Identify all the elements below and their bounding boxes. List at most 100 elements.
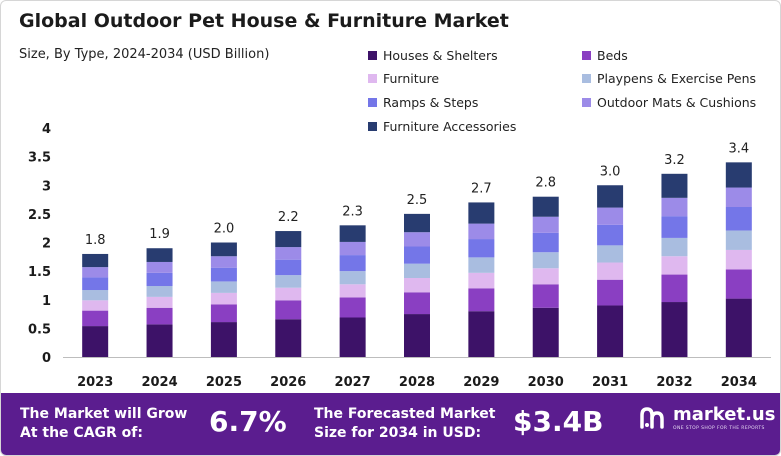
bar-segment-furniture-accessories xyxy=(210,242,237,257)
bar-segment-beds xyxy=(210,304,237,323)
bar-segment-outdoor-mats xyxy=(210,256,237,268)
bar-segment-houses-shelters xyxy=(275,319,302,357)
x-tick-label: 2026 xyxy=(270,375,306,390)
bar-total-label: 1.9 xyxy=(149,227,170,242)
bar-segment-playpens xyxy=(146,286,173,297)
y-tick-label: 0.5 xyxy=(28,322,51,337)
legend-label: Outdoor Mats & Cushions xyxy=(597,95,757,110)
bar-segment-houses-shelters xyxy=(146,324,173,357)
bar-segment-houses-shelters xyxy=(210,322,237,357)
cagr-caption-line2: At the CAGR of: xyxy=(20,425,143,441)
bar-segment-beds xyxy=(468,288,495,312)
bar-segment-beds xyxy=(339,297,366,318)
bar-segment-ramps-steps xyxy=(275,259,302,276)
y-tick-label: 2.5 xyxy=(28,208,51,223)
y-tick-label: 0 xyxy=(42,351,51,366)
bar-segment-playpens xyxy=(82,290,109,301)
bar-segment-outdoor-mats xyxy=(597,207,624,225)
legend-swatch-beds xyxy=(582,51,591,60)
chart-subtitle: Size, By Type, 2024-2034 (USD Billion) xyxy=(19,47,270,62)
bar-segment-ramps-steps xyxy=(146,272,173,287)
cagr-caption-line1: The Market will Grow xyxy=(20,406,188,422)
legend-label: Playpens & Exercise Pens xyxy=(597,71,757,86)
bar-segment-furniture-accessories xyxy=(725,162,752,188)
brand-logo: market.us ONE STOP SHOP FOR THE REPORTS xyxy=(639,405,775,431)
x-tick-label: 2025 xyxy=(206,375,242,390)
bar-segment-outdoor-mats xyxy=(404,232,430,247)
legend-swatch-outdoor-mats xyxy=(582,98,591,107)
brand-name: market.us xyxy=(673,403,776,425)
bar-segment-outdoor-mats xyxy=(339,241,366,256)
legend-label: Furniture xyxy=(383,71,440,86)
bar-segment-ramps-steps xyxy=(404,246,430,264)
bar-segment-furniture-accessories xyxy=(404,213,430,233)
bar-segment-furniture-accessories xyxy=(339,225,366,242)
legend-item-beds: Beds xyxy=(582,48,628,63)
bar-segment-furniture xyxy=(468,272,495,289)
y-tick-label: 2 xyxy=(42,237,51,252)
bar-segment-furniture xyxy=(661,256,688,275)
bar-segment-playpens xyxy=(404,263,430,278)
bar-segment-ramps-steps xyxy=(597,224,624,246)
x-tick-label: 2027 xyxy=(335,375,371,390)
bar-segment-outdoor-mats xyxy=(82,267,109,278)
bar-segment-outdoor-mats xyxy=(275,247,302,260)
bar-segment-ramps-steps xyxy=(210,267,237,282)
legend-item-outdoor-mats: Outdoor Mats & Cushions xyxy=(582,95,756,110)
chart-title: Global Outdoor Pet House & Furniture Mar… xyxy=(19,10,509,32)
legend-item-ramps-steps: Ramps & Steps xyxy=(368,95,478,110)
bar-segment-playpens xyxy=(532,252,559,269)
y-tick-label: 4 xyxy=(42,122,51,137)
bar-total-label: 2.2 xyxy=(278,210,299,225)
bar-segment-houses-shelters xyxy=(725,298,752,357)
bar-segment-furniture xyxy=(146,296,173,308)
bar-segment-houses-shelters xyxy=(532,307,559,357)
legend-item-houses-shelters: Houses & Shelters xyxy=(368,48,498,63)
legend-swatch-playpens xyxy=(582,74,591,83)
bar-segment-houses-shelters xyxy=(661,302,688,357)
bar-segment-beds xyxy=(597,279,624,306)
y-tick-label: 1.5 xyxy=(28,265,51,280)
bar-total-label: 2.8 xyxy=(535,176,556,191)
brand-tagline: ONE STOP SHOP FOR THE REPORTS xyxy=(673,425,765,431)
legend-item-furniture: Furniture xyxy=(368,71,439,86)
bar-segment-beds xyxy=(275,300,302,320)
bar-segment-ramps-steps xyxy=(468,239,495,258)
bar-segment-outdoor-mats xyxy=(532,216,559,233)
forecast-caption-line1: The Forecasted Market xyxy=(314,406,496,422)
legend-label: Furniture Accessories xyxy=(383,119,517,134)
bar-segment-furniture-accessories xyxy=(82,253,109,268)
x-tick-label: 2032 xyxy=(656,375,692,390)
bar-segment-playpens xyxy=(210,281,237,293)
legend-label: Houses & Shelters xyxy=(383,48,498,63)
bar-segment-houses-shelters xyxy=(339,317,366,357)
bar-segment-playpens xyxy=(275,275,302,288)
bar-total-label: 1.8 xyxy=(85,233,106,248)
bar-segment-houses-shelters xyxy=(82,326,109,357)
bar-segment-furniture xyxy=(725,249,752,270)
bar-segment-furniture-accessories xyxy=(275,231,302,248)
legend-swatch-houses-shelters xyxy=(368,51,377,60)
bar-segment-furniture xyxy=(275,287,302,301)
bar-segment-ramps-steps xyxy=(82,277,109,291)
x-tick-label: 2024 xyxy=(141,375,177,390)
x-tick-label: 2030 xyxy=(528,375,564,390)
bar-segment-furniture xyxy=(404,277,430,293)
bar-total-label: 2.5 xyxy=(407,193,428,208)
legend-swatch-furniture-accessories xyxy=(368,122,377,131)
bar-segment-furniture-accessories xyxy=(661,173,688,198)
bar-segment-beds xyxy=(404,292,430,315)
bar-segment-houses-shelters xyxy=(404,314,430,357)
bar-total-label: 2.0 xyxy=(214,222,235,237)
forecast-caption-line2: Size for 2034 in USD: xyxy=(314,425,482,441)
x-tick-label: 2034 xyxy=(721,375,757,390)
bar-segment-beds xyxy=(146,307,173,325)
legend-item-playpens: Playpens & Exercise Pens xyxy=(582,71,756,86)
legend-item-furniture-accessories: Furniture Accessories xyxy=(368,119,516,134)
bar-total-label: 3.0 xyxy=(600,164,621,179)
bar-segment-furniture-accessories xyxy=(146,248,173,262)
bar-segment-beds xyxy=(532,284,559,308)
y-tick-label: 1 xyxy=(42,294,51,309)
bar-segment-playpens xyxy=(339,271,366,285)
